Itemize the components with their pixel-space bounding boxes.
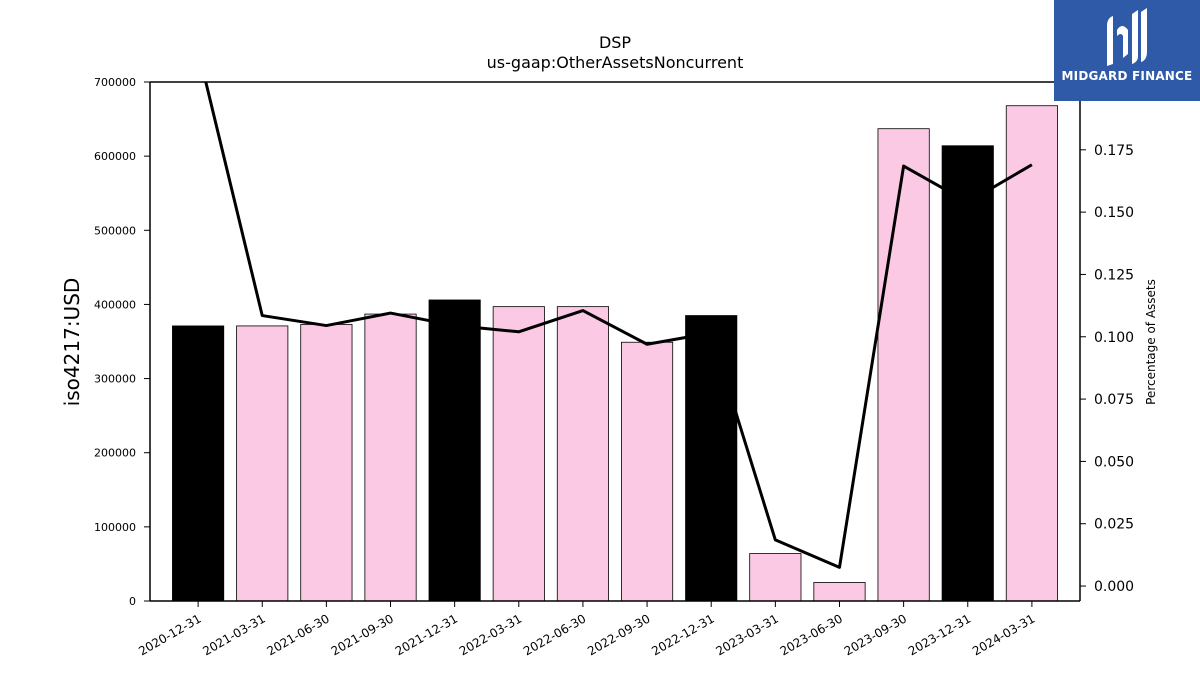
y-tick-label: 500000 [94,224,136,237]
bar [813,582,866,602]
y2-tick-label: 0.025 [1094,517,1134,533]
x-tick-label: 2021-06-30 [264,611,331,658]
x-tick-label: 2023-09-30 [842,611,909,658]
bar [877,128,930,602]
x-tick-label: 2023-12-31 [906,611,973,658]
logo-text: MIDGARD FINANCE [1061,69,1193,83]
y2-tick-label: 0.125 [1094,267,1134,283]
y2-tick-label: 0.050 [1094,454,1134,470]
x-tick-label: 2022-06-30 [521,611,588,658]
bar [556,306,609,602]
y-tick-label: 0 [129,595,136,608]
y2-tick-label: 0.000 [1094,579,1134,595]
x-tick-label: 2021-12-31 [393,611,460,658]
y-tick-label: 700000 [94,76,136,89]
bar [172,325,225,602]
bar [236,325,289,602]
x-tick-label: 2023-06-30 [778,611,845,658]
bar [428,299,481,602]
x-tick-label: 2020-12-31 [136,611,203,658]
y-tick-label: 600000 [94,150,136,163]
y2-axis-label: Percentage of Assets [1144,279,1158,405]
x-tick-label: 2022-03-31 [457,611,524,658]
logo-mark-icon [1107,8,1147,66]
chart-title: DSP [599,33,631,52]
y-tick-label: 200000 [94,447,136,460]
y2-tick-label: 0.100 [1094,330,1134,346]
x-tick-label: 2022-09-30 [585,611,652,658]
y2-tick-label: 0.175 [1094,143,1134,159]
y-tick-label: 300000 [94,373,136,386]
x-tick-label: 2021-03-31 [200,611,267,658]
y2-tick-label: 0.075 [1094,392,1134,408]
chart-subtitle: us-gaap:OtherAssetsNoncurrent [487,53,744,72]
bar [685,315,738,602]
bar [941,145,994,602]
x-tick-label: 2023-03-31 [713,611,780,658]
x-tick-label: 2022-12-31 [649,611,716,658]
x-tick-label: 2024-03-31 [970,611,1037,658]
bar [300,324,353,602]
x-tick-label: 2021-09-30 [329,611,396,658]
bar [1005,105,1058,602]
y-tick-label: 400000 [94,298,136,311]
bar [749,553,802,602]
bar [492,306,545,602]
brand-logo: MIDGARD FINANCE [1054,0,1200,101]
bar [364,313,417,602]
y-axis-label: iso4217:USD [60,278,84,407]
y-tick-label: 100000 [94,521,136,534]
bar [621,341,674,602]
y2-tick-label: 0.150 [1094,205,1134,221]
percentage-line [204,82,1033,569]
